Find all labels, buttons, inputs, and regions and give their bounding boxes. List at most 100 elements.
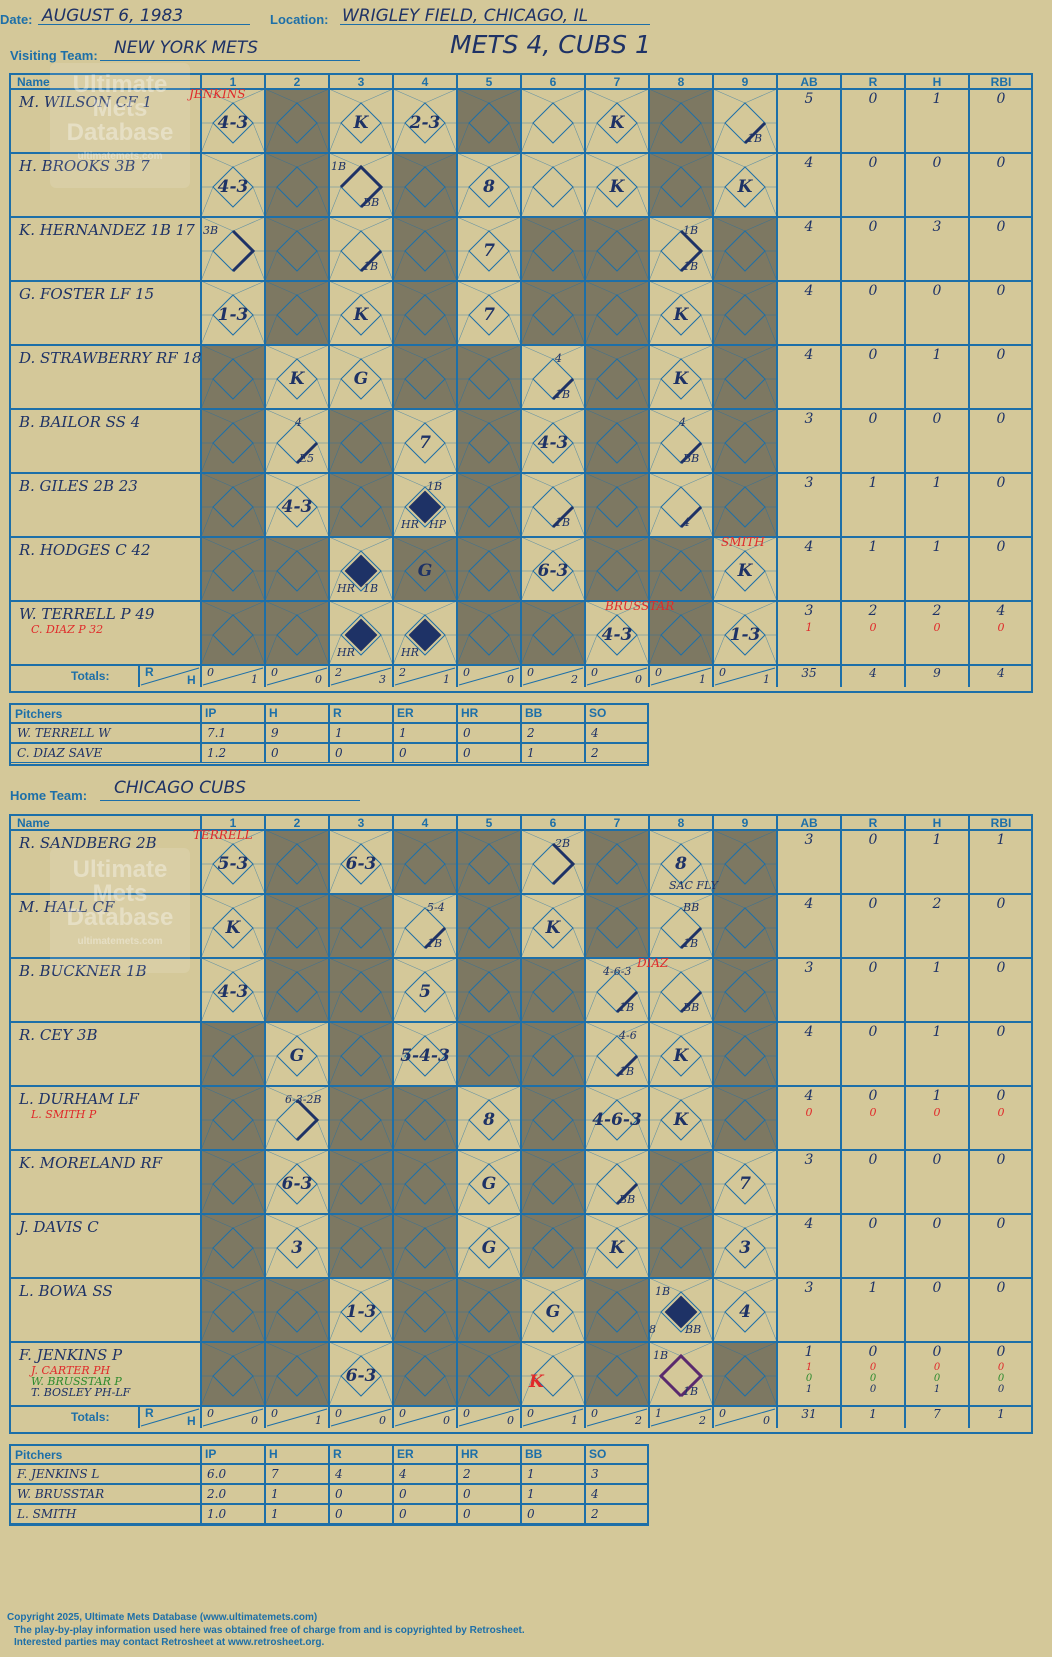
base-diamond [596, 843, 638, 885]
player-name: R. CEY 3B [19, 1026, 98, 1044]
player-stat: 0 [996, 283, 1006, 299]
base-diamond [724, 166, 766, 208]
substitute-stat: 1 [805, 1384, 813, 1395]
play-annotation: 1B [363, 260, 379, 273]
play-notation: 4-3 [217, 177, 249, 197]
pitcher-stat: 0 [335, 1487, 343, 1501]
inning-hits: 1 [571, 1414, 578, 1427]
player-stat: 1 [804, 1344, 814, 1360]
substitute-stat: 0 [997, 1106, 1005, 1119]
pitcher-stat: 3 [591, 1467, 599, 1481]
base-diamond [404, 358, 446, 400]
player-stat: 4 [804, 347, 814, 363]
player-name: H. BROOKS 3B 7 [19, 157, 150, 175]
player-stat: 0 [996, 1152, 1006, 1168]
player-stat: 2 [868, 603, 878, 619]
base-path [679, 926, 703, 950]
base-diamond [596, 1099, 638, 1141]
pitcher-stat: 9 [271, 726, 279, 740]
base-path [658, 1353, 704, 1398]
base-diamond [660, 102, 702, 144]
pitching-change-note: TERRELL [193, 828, 253, 842]
base-diamond [468, 1227, 510, 1269]
inning-header: 5 [485, 75, 493, 89]
player-stat: 0 [868, 1152, 878, 1168]
base-diamond [532, 102, 574, 144]
base-diamond [724, 614, 766, 656]
player-stat: 0 [932, 283, 942, 299]
play-annotation: 3B [203, 224, 219, 237]
base-diamond [212, 971, 254, 1013]
inning-header: 7 [613, 816, 621, 830]
player-stat: 0 [932, 1344, 942, 1360]
player-stat: 1 [932, 832, 942, 848]
play-annotation: 8 [649, 1323, 656, 1336]
base-diamond [276, 1227, 318, 1269]
play-notation: K [545, 918, 561, 938]
player-name: F. JENKINS P [19, 1346, 123, 1364]
player-stat: 0 [932, 1216, 942, 1232]
base-diamond [404, 1291, 446, 1333]
inning-header: 1 [229, 75, 237, 89]
player-stat: 4 [804, 155, 814, 171]
base-diamond [532, 614, 574, 656]
inning-runs: 0 [591, 666, 598, 679]
base-diamond [212, 1355, 254, 1397]
player-stat: 0 [868, 219, 878, 235]
base-diamond [468, 907, 510, 949]
play-notation: K [289, 369, 305, 389]
base-diamond [276, 1291, 318, 1333]
base-diamond [660, 486, 702, 528]
game-total: 7 [933, 1407, 941, 1421]
play-notation: K [353, 113, 369, 133]
base-diamond [340, 1163, 382, 1205]
base-diamond [724, 1291, 766, 1333]
play-annotation: 1B [683, 224, 699, 237]
home-team-name: CHICAGO CUBS [114, 778, 246, 798]
inning-hits: 1 [443, 673, 450, 686]
base-diamond [660, 614, 702, 656]
base-diamond [404, 1227, 446, 1269]
inning-runs: 0 [207, 666, 214, 679]
base-diamond [532, 971, 574, 1013]
pitcher-stat: 0 [463, 726, 471, 740]
pitcher-stat: 0 [463, 1487, 471, 1501]
base-path [551, 377, 575, 401]
base-diamond [276, 907, 318, 949]
play-annotation: 4-6-3 [603, 965, 632, 978]
location-value: WRIGLEY FIELD, CHICAGO, IL [342, 6, 589, 26]
inning-hits: 1 [251, 673, 258, 686]
visiting-underline [100, 60, 360, 61]
pitcher-stat: 0 [399, 746, 407, 760]
play-notation: 5-4-3 [400, 1046, 450, 1066]
substitute-stat: 0 [869, 621, 877, 634]
base-diamond [468, 1355, 510, 1397]
base-diamond [596, 1227, 638, 1269]
pitchers-header: Pitchers [15, 707, 63, 721]
base-diamond [212, 1099, 254, 1141]
home-pitchers-table: Pitchers IP H R ER HR BB SO F. JENKINS L 6.0 7 4 4 2 1… [9, 1444, 649, 1526]
run-scored-diamond [664, 1295, 698, 1329]
player-stat: 0 [996, 1344, 1006, 1360]
visiting-team-name: NEW YORK METS [114, 38, 259, 58]
pitcher-name: W. TERRELL W [17, 726, 111, 740]
player-stat: 0 [996, 960, 1006, 976]
base-diamond [276, 843, 318, 885]
player-stat: 0 [868, 896, 878, 912]
base-diamond [276, 102, 318, 144]
base-diamond [532, 230, 574, 272]
play-notation: 5-3 [217, 854, 249, 874]
player-stat: 0 [868, 1088, 878, 1104]
stat-header: R [868, 75, 878, 89]
inning-hits: 3 [379, 673, 386, 686]
base-path [615, 1182, 639, 1206]
run-scored-diamond [344, 554, 378, 588]
play-annotation: 4-6 [619, 1029, 637, 1042]
base-diamond [276, 1099, 318, 1141]
base-diamond [468, 1291, 510, 1333]
base-diamond [404, 230, 446, 272]
player-stat: 3 [804, 411, 814, 427]
player-stat: 0 [868, 347, 878, 363]
inning-header: 6 [549, 816, 557, 830]
player-stat: 0 [932, 1280, 942, 1296]
